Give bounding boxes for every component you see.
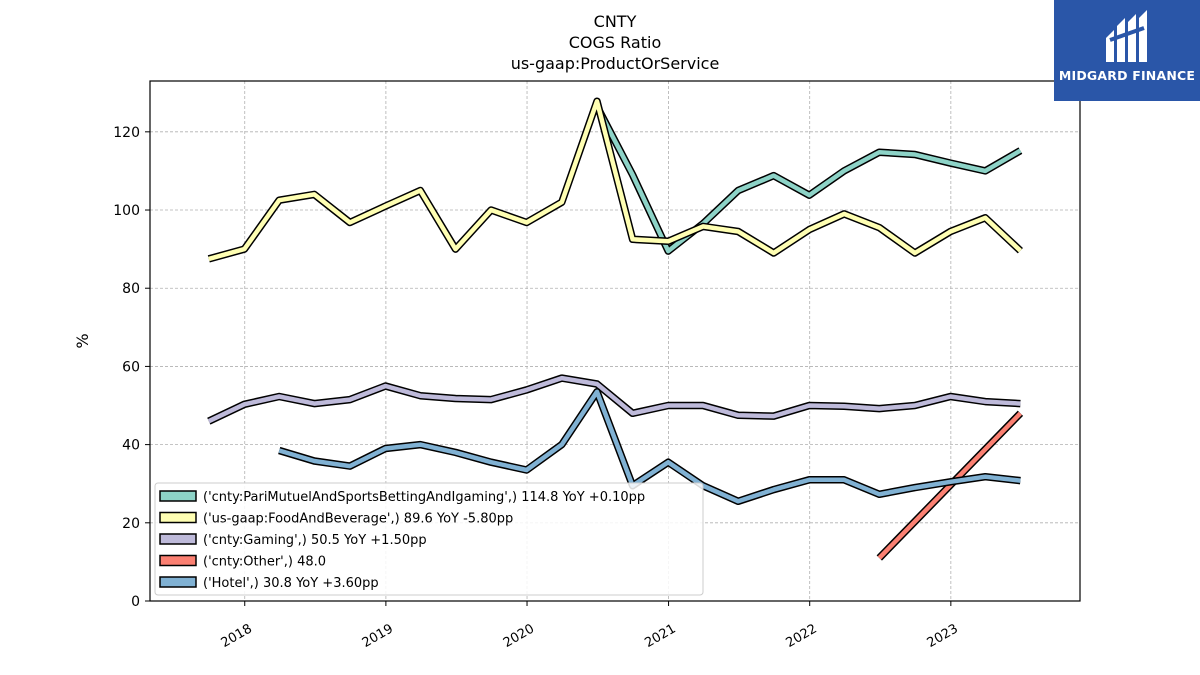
legend-entry: ('Hotel',) 30.8 YoY +3.60pp bbox=[203, 576, 379, 591]
legend-entry: ('cnty:PariMutuelAndSportsBettingAndIgam… bbox=[203, 490, 645, 505]
series-line bbox=[207, 374, 1021, 425]
x-tick-label: 2018 bbox=[219, 621, 255, 651]
grid-lines bbox=[150, 81, 1080, 601]
x-tick-label: 2022 bbox=[784, 621, 820, 651]
brand-logo: MIDGARD FINANCE bbox=[1054, 0, 1200, 101]
series-line bbox=[593, 104, 1023, 255]
plot-frame bbox=[149, 80, 1081, 602]
y-tick-label: 80 bbox=[122, 281, 140, 297]
y-tick-label: 120 bbox=[113, 125, 140, 141]
y-axis: 0 20 40 60 80 100 120 bbox=[113, 125, 150, 610]
x-tick-label: 2023 bbox=[925, 621, 961, 651]
x-tick-label: 2019 bbox=[360, 621, 396, 651]
legend-swatch bbox=[159, 490, 197, 502]
chart-title-line: COGS Ratio bbox=[569, 33, 661, 52]
legend-entry: ('cnty:Gaming',) 50.5 YoY +1.50pp bbox=[203, 533, 427, 548]
legend-swatch bbox=[159, 576, 197, 588]
chart-title-line: us-gaap:ProductOrService bbox=[511, 54, 720, 73]
series-line-fill bbox=[207, 375, 1021, 424]
y-tick-label: 100 bbox=[113, 203, 140, 219]
series-line bbox=[207, 97, 1023, 263]
series-line bbox=[278, 388, 1021, 506]
legend-entry: ('us-gaap:FoodAndBeverage',) 89.6 YoY -5… bbox=[203, 512, 513, 527]
legend: ('cnty:PariMutuelAndSportsBettingAndIgam… bbox=[154, 482, 704, 596]
x-tick-label: 2021 bbox=[642, 621, 678, 651]
legend-entry: ('cnty:Other',) 48.0 bbox=[203, 555, 326, 570]
chart-title: CNTY COGS Ratio us-gaap:ProductOrService bbox=[511, 12, 720, 73]
x-axis: 2018 2019 2020 2021 2022 2023 bbox=[219, 601, 961, 651]
series-line-fill bbox=[595, 105, 1022, 254]
logo-mark-icon bbox=[1106, 10, 1147, 62]
logo-text: MIDGARD FINANCE bbox=[1058, 68, 1196, 83]
y-tick-label: 0 bbox=[131, 594, 140, 610]
y-tick-label: 20 bbox=[122, 516, 140, 532]
x-tick-label: 2020 bbox=[501, 621, 537, 651]
series-line-outline bbox=[207, 97, 1023, 263]
series-line-fill bbox=[278, 389, 1021, 504]
legend-swatch bbox=[159, 554, 197, 567]
series-lines bbox=[207, 97, 1024, 561]
chart-title-line: CNTY bbox=[594, 12, 637, 31]
y-tick-label: 60 bbox=[122, 359, 140, 375]
series-line-fill bbox=[208, 99, 1022, 262]
y-axis-label: % bbox=[73, 333, 92, 348]
legend-swatch bbox=[159, 533, 197, 545]
legend-swatch bbox=[159, 511, 197, 524]
y-tick-label: 40 bbox=[122, 438, 140, 454]
legend-box bbox=[154, 482, 704, 596]
